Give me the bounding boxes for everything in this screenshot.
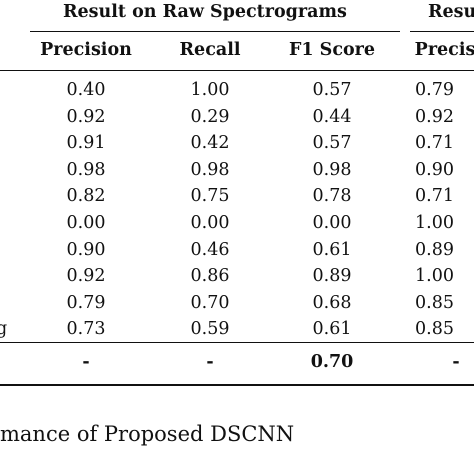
cell-f1-score: 0.89: [312, 266, 352, 287]
cell-second-precision: 0.71: [415, 133, 454, 154]
total-second: -: [452, 352, 460, 372]
bottom-rule: [0, 384, 474, 386]
cell-precision: 0.91: [66, 133, 106, 154]
group-header-clipped: Resu: [428, 2, 474, 22]
group-header-underline-clipped: [410, 31, 474, 32]
cell-precision: 0.40: [66, 80, 106, 100]
cell-f1-score: 0.78: [312, 186, 352, 207]
cell-recall: 0.86: [190, 266, 230, 287]
cell-second-precision: 1.00: [415, 266, 454, 287]
cell-recall: 0.70: [190, 292, 230, 313]
column-header-recall: Recall: [179, 40, 241, 60]
header-rule: [0, 70, 474, 71]
cell-precision: 0.00: [66, 213, 106, 233]
cell-f1-score: 0.61: [312, 319, 352, 340]
cell-recall: 1.00: [190, 80, 230, 100]
column-header-f1-score: F1 Score: [288, 40, 376, 60]
table-row: g 0.73 0.59 0.61 0.85: [0, 315, 474, 343]
column-header-precision: Precision: [40, 40, 132, 60]
table-row: 0.79 0.70 0.68 0.85: [0, 289, 474, 317]
cell-f1-score: 0.68: [312, 292, 352, 313]
group-header-raw-spectrograms: Result on Raw Spectrograms: [63, 2, 347, 22]
cell-f1-score: 0.57: [312, 133, 352, 154]
cell-second-precision: 0.71: [415, 186, 454, 207]
cell-second-precision: 0.85: [415, 319, 454, 340]
cell-precision: 0.92: [66, 106, 106, 127]
cell-f1-score: 0.61: [312, 239, 352, 260]
table-row: 0.92 0.86 0.89 1.00: [0, 262, 474, 290]
cell-f1-score: 0.57: [312, 80, 352, 100]
total-rule: [0, 342, 474, 343]
table-row: 0.92 0.29 0.44 0.92: [0, 103, 474, 131]
cell-recall: 0.98: [190, 159, 230, 180]
cell-f1-score: 0.98: [312, 159, 352, 180]
cell-precision: 0.98: [66, 159, 106, 180]
table-row-total: - - 0.70 -: [0, 348, 474, 376]
cell-second-precision: 0.79: [415, 80, 454, 100]
cell-precision: 0.90: [66, 239, 106, 260]
cell-second-precision: 0.89: [415, 239, 454, 260]
cell-second-precision: 1.00: [415, 213, 454, 233]
table-row: 0.40 1.00 0.57 0.79: [0, 76, 474, 104]
cell-second-precision: 0.90: [415, 159, 454, 180]
table-row: 0.82 0.75 0.78 0.71: [0, 182, 474, 210]
cell-f1-score: 0.44: [312, 106, 352, 127]
group-header-underline: [30, 31, 400, 32]
cell-precision: 0.92: [66, 266, 106, 287]
total-f1-score: 0.70: [310, 352, 354, 372]
total-precision: -: [82, 352, 90, 372]
cell-precision: 0.73: [66, 319, 106, 340]
table-row: 0.90 0.46 0.61 0.89: [0, 236, 474, 264]
cell-second-precision: 0.92: [415, 106, 454, 127]
table-row: 0.00 0.00 0.00 1.00: [0, 209, 474, 237]
table-caption: mance of Proposed DSCNN: [0, 422, 295, 446]
cell-recall: 0.46: [190, 239, 230, 260]
cell-recall: 0.59: [190, 319, 230, 340]
column-header-precision-clipped: Precis: [414, 40, 474, 60]
table-row: 0.98 0.98 0.98 0.90: [0, 156, 474, 184]
total-recall: -: [206, 352, 214, 372]
row-label: g: [0, 319, 8, 340]
cell-precision: 0.79: [66, 292, 106, 313]
cell-f1-score: 0.00: [312, 213, 352, 233]
table-row: 0.91 0.42 0.57 0.71: [0, 129, 474, 157]
cell-recall: 0.00: [190, 213, 230, 233]
cell-recall: 0.42: [190, 133, 230, 154]
cell-second-precision: 0.85: [415, 292, 454, 313]
cell-precision: 0.82: [66, 186, 106, 207]
cell-recall: 0.75: [190, 186, 230, 207]
cell-recall: 0.29: [190, 106, 230, 127]
